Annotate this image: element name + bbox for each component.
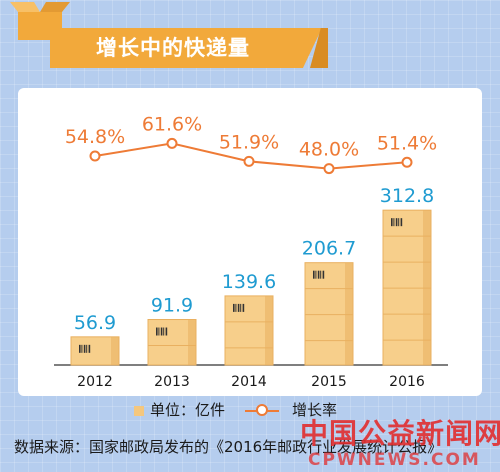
x-tick-label-2015: 2015: [311, 374, 347, 390]
growth-rate-point-2015: [323, 163, 335, 175]
growth-rate-label-2012: 54.8%: [65, 126, 125, 148]
x-tick-label-2016: 2016: [389, 374, 425, 390]
x-tick-label-2012: 2012: [77, 374, 113, 390]
bar-value-label-2014: 139.6: [222, 271, 276, 293]
growth-rate-point-2016: [401, 156, 413, 168]
bar-value-label-2012: 56.9: [74, 312, 116, 334]
growth-rate-label-2013: 61.6%: [142, 113, 202, 135]
legend-bar-swatch: [134, 406, 144, 416]
growth-rate-point-2012: [89, 150, 101, 162]
chart-panel: 56.9 2012 91.9 2013 139.6 2014 206.7 2015 312.8 2…: [18, 88, 482, 396]
watermark: 中国公益新闻网 CPWNEWS.COM: [300, 412, 500, 472]
source-note: 数据来源：国家邮政局发布的《2016年邮政行业发展统计公报》: [14, 438, 443, 456]
watermark-en: CPWNEWS.COM: [308, 450, 481, 470]
growth-rate-point-2013: [166, 137, 178, 149]
bar-2015: [304, 262, 354, 366]
legend-line-label: 增长率: [292, 401, 338, 419]
x-tick-label-2013: 2013: [154, 374, 190, 390]
legend-line-marker: [256, 404, 268, 416]
bar-2016: [382, 209, 432, 366]
watermark-cn: 中国公益新闻网: [300, 417, 500, 450]
growth-rate-label-2014: 51.9%: [219, 131, 279, 153]
bar-2012: [70, 336, 120, 366]
growth-rate-label-2016: 51.4%: [377, 132, 437, 154]
bar-value-label-2016: 312.8: [380, 185, 434, 207]
legend-bar-label: 单位：亿件: [150, 401, 226, 419]
chart: 56.9 2012 91.9 2013 139.6 2014 206.7 2015 312.8 2…: [54, 113, 448, 390]
growth-rate-label-2015: 48.0%: [299, 139, 359, 161]
growth-rate-point-2014: [243, 155, 255, 167]
page-title: 增长中的快递量: [96, 36, 250, 60]
bar-2014: [224, 295, 274, 366]
bar-value-label-2013: 91.9: [151, 295, 193, 317]
x-tick-label-2014: 2014: [231, 374, 267, 390]
bar-2013: [147, 319, 197, 366]
title-banner: [50, 28, 322, 68]
bar-value-label-2015: 206.7: [302, 238, 356, 260]
